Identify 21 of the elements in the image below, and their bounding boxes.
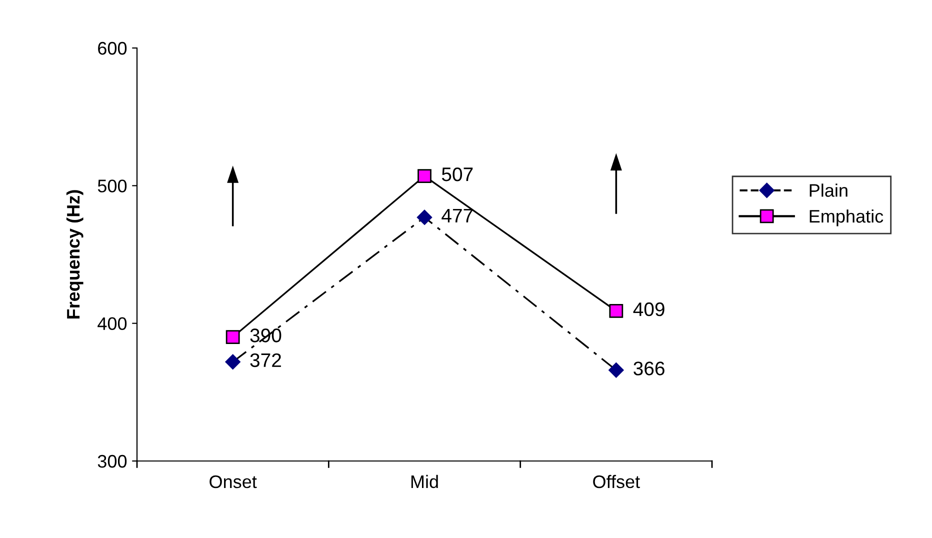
x-tick-label: Mid — [411, 474, 438, 488]
legend-label: Plain — [810, 184, 848, 197]
x-tick-label: Onset — [210, 475, 257, 488]
point — [609, 304, 624, 318]
legend-label: Emphatic — [810, 209, 884, 226]
point — [225, 354, 240, 370]
point — [418, 169, 432, 183]
point — [608, 362, 624, 378]
point — [416, 210, 432, 225]
data-label: 409 — [633, 302, 664, 316]
data-label: 372 — [250, 353, 281, 368]
data-label: 507 — [442, 167, 473, 182]
x-tick-label: Offset — [593, 474, 640, 488]
y-tick-label: 600 — [98, 42, 127, 55]
y-tick-label: 500 — [98, 180, 127, 192]
data-label: 366 — [634, 362, 664, 376]
data-label: 477 — [442, 208, 473, 222]
y-tick-label: 400 — [98, 317, 127, 330]
y-axis-title: Frequency (Hz) — [66, 190, 84, 318]
point — [226, 330, 240, 344]
y-tick-label: 300 — [98, 454, 127, 468]
